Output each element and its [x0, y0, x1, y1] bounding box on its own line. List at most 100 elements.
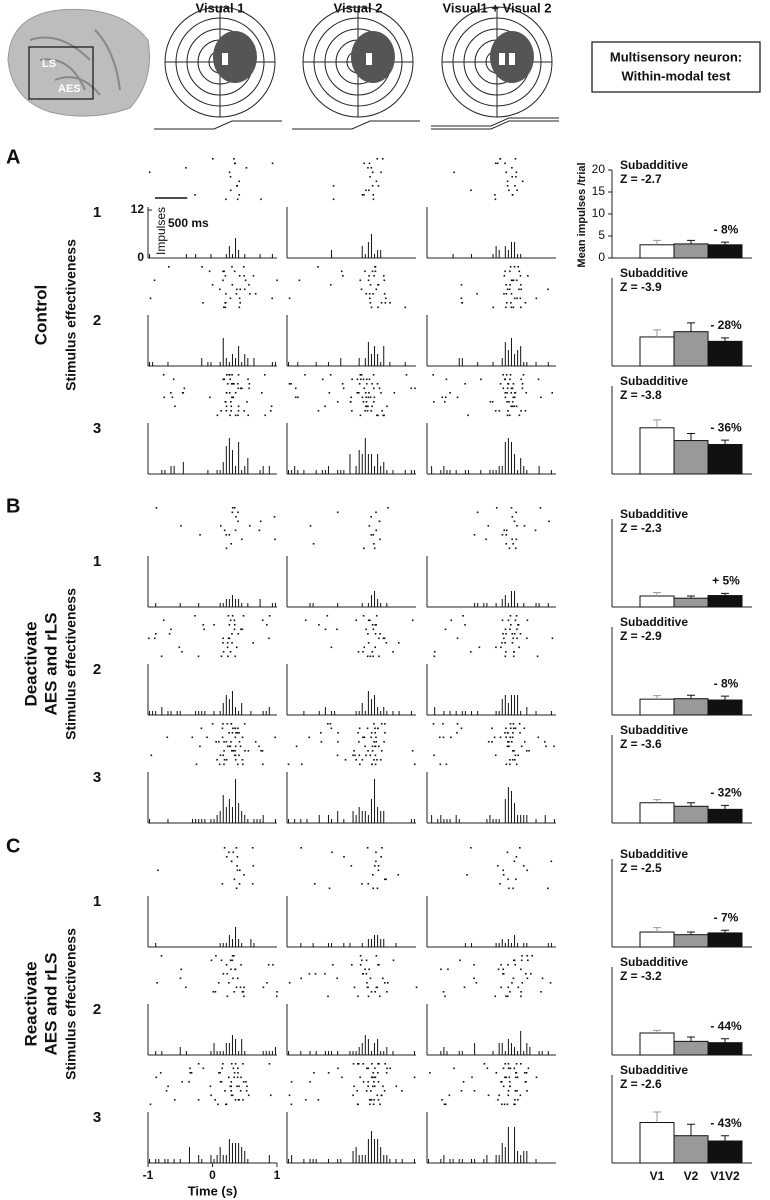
spike — [189, 1072, 192, 1074]
spike — [308, 973, 311, 975]
spike — [369, 1103, 371, 1106]
spike — [512, 977, 515, 980]
spike — [229, 619, 232, 622]
spike — [473, 964, 475, 966]
spike — [359, 279, 362, 282]
spike — [155, 507, 158, 509]
spike — [228, 392, 231, 394]
spike — [210, 1094, 212, 1097]
spike — [367, 883, 370, 885]
spike — [225, 547, 228, 550]
spike — [245, 1081, 247, 1083]
spike — [242, 991, 245, 993]
spike — [503, 293, 505, 295]
spike — [509, 628, 511, 631]
spike — [246, 401, 248, 403]
spike — [379, 1103, 381, 1106]
spike — [361, 759, 364, 761]
spike — [512, 750, 514, 752]
spike — [189, 1067, 191, 1070]
y-tick-label: 15 — [592, 184, 606, 198]
spike — [519, 297, 522, 300]
bar-category: V2 — [684, 1169, 699, 1183]
spike — [498, 1094, 500, 1097]
spike — [220, 655, 223, 658]
spike — [215, 741, 217, 743]
spike — [442, 723, 444, 725]
spike — [235, 847, 238, 849]
spike — [230, 723, 232, 725]
error-bar — [653, 239, 661, 245]
spike — [379, 538, 381, 541]
spike — [501, 642, 503, 644]
error-bar — [687, 1036, 695, 1042]
spike — [180, 968, 183, 971]
bar — [707, 1140, 743, 1164]
bar — [639, 931, 675, 948]
spike — [274, 736, 276, 739]
spike — [304, 1099, 307, 1101]
error-bar — [653, 419, 661, 428]
spike — [433, 651, 436, 653]
spike — [491, 741, 493, 743]
spike — [313, 1072, 315, 1074]
percent-change: - 8% — [714, 222, 739, 236]
bar — [673, 597, 709, 608]
spike — [511, 176, 514, 178]
x-tick-label: -1 — [143, 1168, 154, 1182]
spike — [502, 633, 504, 635]
spike — [520, 959, 523, 962]
spike — [237, 387, 240, 390]
stimulus — [509, 53, 515, 65]
spike — [397, 642, 400, 644]
spike — [230, 741, 232, 743]
spike — [365, 293, 368, 295]
spike — [234, 745, 237, 748]
spike — [520, 288, 523, 291]
spike — [499, 736, 502, 739]
spike — [373, 723, 375, 725]
spike — [513, 1067, 516, 1070]
spike — [226, 723, 229, 725]
spike — [200, 727, 203, 730]
spike — [382, 275, 385, 277]
spike — [231, 1094, 234, 1097]
spike — [500, 964, 502, 966]
rf-field — [213, 31, 257, 83]
spike — [517, 754, 519, 757]
bar — [639, 336, 675, 367]
spike — [232, 750, 235, 752]
spike — [368, 968, 370, 971]
spike — [359, 955, 362, 957]
spike — [507, 741, 509, 743]
spike — [225, 1103, 228, 1106]
test-box-line: Multisensory neuron: — [610, 49, 742, 64]
spike — [353, 1085, 355, 1088]
spike — [515, 856, 518, 858]
spike — [230, 1085, 233, 1088]
spike — [377, 1072, 379, 1074]
spike — [312, 543, 315, 545]
spike — [514, 392, 517, 394]
spike — [194, 194, 196, 196]
spike — [341, 383, 344, 385]
spike — [159, 1072, 162, 1074]
spike — [506, 302, 508, 304]
spike — [317, 1099, 320, 1101]
spike — [239, 302, 241, 304]
spike — [376, 759, 378, 761]
spike — [367, 405, 369, 408]
spike — [365, 1090, 368, 1092]
spike — [197, 1099, 200, 1101]
spike — [363, 736, 366, 739]
bar — [639, 802, 675, 824]
spike — [225, 856, 228, 858]
spike — [238, 741, 241, 743]
spike — [228, 851, 230, 854]
spike — [365, 378, 368, 381]
spike — [508, 887, 510, 890]
bar — [673, 331, 709, 367]
spike — [392, 959, 395, 962]
percent-change: - 44% — [710, 1019, 742, 1033]
spike — [369, 655, 372, 658]
